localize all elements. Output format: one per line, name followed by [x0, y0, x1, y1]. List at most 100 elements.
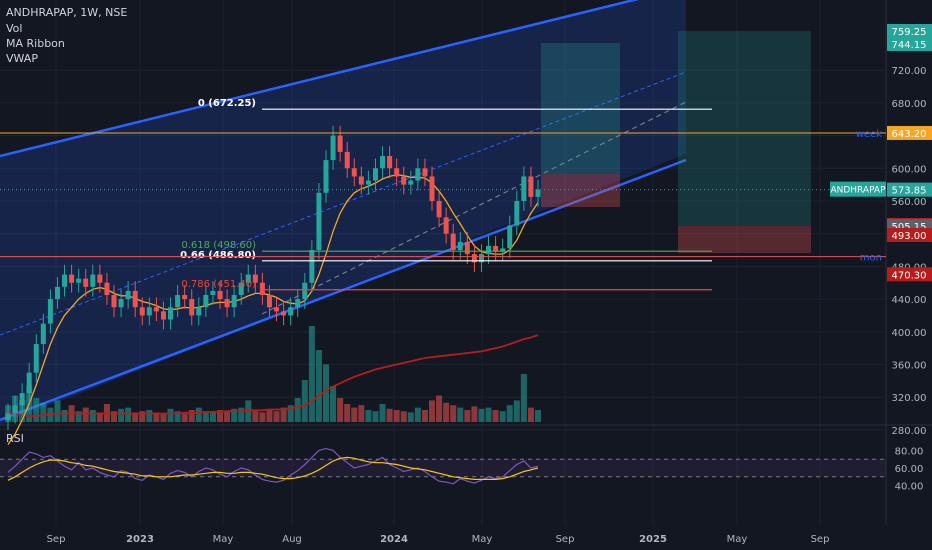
time-axis[interactable]: Sep 2023 May Aug 2024 May Sep 2025 May Sep — [47, 534, 830, 545]
volume-bar — [527, 407, 534, 422]
volume-bar — [535, 410, 541, 422]
volume-bar — [372, 411, 379, 422]
time-tick-label: Sep — [47, 534, 66, 545]
volume-bar — [443, 402, 450, 422]
horizontal-level-label: week — [856, 129, 882, 140]
indicator-ma-ribbon[interactable]: MA Ribbon — [6, 37, 65, 50]
candle-body — [401, 176, 407, 185]
volume-bar — [520, 374, 527, 422]
volume-bar — [202, 411, 209, 422]
volume-bar — [358, 405, 365, 422]
candle-body — [500, 248, 506, 252]
volume-bar — [188, 410, 195, 422]
volume-bar — [195, 407, 202, 422]
time-tick-label: 2024 — [380, 534, 408, 545]
volume-bar — [96, 412, 103, 422]
candle-body — [19, 393, 25, 406]
volume-bar — [414, 407, 421, 422]
volume-bar — [379, 404, 386, 422]
volume-bar — [351, 407, 358, 422]
volume-bar — [450, 405, 457, 422]
candle-body — [521, 176, 527, 201]
volume-bar — [478, 408, 485, 422]
volume-bar — [111, 411, 117, 422]
candle-body — [210, 290, 216, 295]
price-axis[interactable]: 280.00320.00360.00400.00440.00480.00520.… — [887, 24, 932, 493]
candle-body — [493, 245, 499, 252]
candle-body — [535, 189, 541, 197]
candle-body — [224, 299, 230, 308]
stop-zone — [678, 226, 811, 253]
candle-body — [160, 311, 166, 320]
price-tag-label: 505.15 — [892, 222, 927, 233]
price-tick-label: 280.00 — [892, 426, 927, 437]
last-price-tag — [830, 181, 886, 197]
rsi-label[interactable]: RSI — [6, 432, 24, 445]
volume-bar — [238, 407, 245, 422]
candle-body — [281, 311, 287, 316]
volume-bar — [40, 402, 47, 422]
volume-bar — [464, 410, 471, 422]
fib-level-label: 0.618 (498.60) — [181, 240, 256, 251]
candle-body — [26, 372, 32, 394]
candle-body — [47, 299, 53, 324]
candle-body — [486, 245, 492, 255]
long-position-target — [541, 43, 620, 174]
candle-body — [125, 290, 131, 300]
price-tag — [887, 125, 932, 140]
candle-body — [111, 294, 117, 308]
rsi-tick-label: 40.00 — [895, 482, 924, 493]
candle-body — [203, 294, 209, 308]
price-tag — [887, 228, 932, 242]
candle-body — [238, 282, 244, 295]
volume-bar — [308, 326, 315, 422]
volume-bar — [231, 408, 238, 422]
volume-bar — [344, 404, 351, 422]
candle-body — [323, 160, 329, 193]
candle-body — [309, 250, 315, 283]
last-price-tag-label: ANDHRAPAP — [830, 186, 886, 196]
candle-body — [175, 294, 181, 308]
candle-body — [62, 274, 68, 287]
volume-bar — [323, 364, 329, 422]
level-lines[interactable]: 0 (672.25) 0.618 (498.60)0.66 (486.80) 0.7… — [0, 98, 886, 291]
rsi-tick-label: 80.00 — [895, 446, 924, 457]
candle-body — [274, 307, 280, 312]
trend-dashed-line — [261, 101, 687, 315]
candle-body — [182, 294, 188, 300]
volume-bar — [436, 395, 443, 422]
indicator-vwap[interactable]: VWAP — [6, 52, 38, 65]
volume-bar — [160, 413, 167, 422]
candles — [5, 125, 541, 430]
volume-bar — [386, 408, 393, 422]
rsi-ma-line — [7, 456, 539, 481]
candle-body — [380, 156, 386, 169]
position-tools[interactable] — [541, 31, 811, 253]
candle-body — [132, 290, 138, 308]
candle-body — [189, 299, 195, 316]
volume-bar — [266, 410, 273, 422]
candle-body — [344, 151, 350, 169]
time-tick-label: Sep — [811, 534, 830, 545]
price-tag-label: 493.00 — [892, 231, 927, 242]
candle-body — [54, 286, 60, 300]
candle-body — [104, 282, 110, 295]
candle-body — [288, 307, 294, 316]
candle-body — [12, 405, 18, 414]
volume-bar — [429, 400, 435, 422]
candle-body — [436, 200, 442, 218]
time-tick-label: Aug — [282, 534, 302, 545]
price-tick-label: 560.00 — [892, 197, 927, 208]
candle-body — [471, 254, 477, 263]
candle-body — [217, 290, 223, 300]
candle-body — [90, 274, 96, 287]
candle-body — [365, 180, 371, 185]
candle-body — [408, 180, 414, 185]
volume-bar — [407, 412, 414, 422]
indicator-lines — [7, 174, 539, 445]
volume-bar — [146, 410, 153, 422]
rsi-pane — [0, 447, 886, 485]
indicator-vol[interactable]: Vol — [6, 22, 23, 35]
volume-bar — [315, 350, 322, 422]
